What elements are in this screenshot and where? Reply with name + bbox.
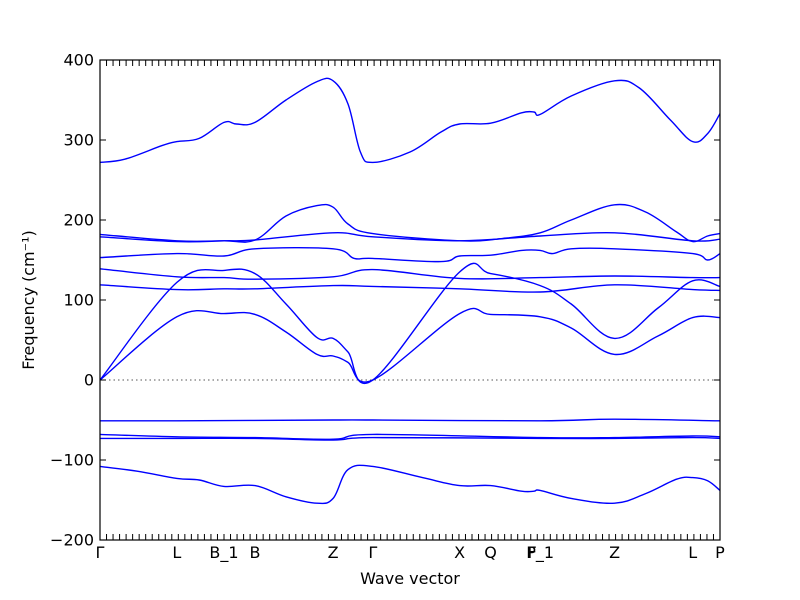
x-tick-label: F (528, 543, 537, 562)
y-tick-label: −100 (50, 451, 94, 470)
y-tick-label: 200 (63, 211, 94, 230)
x-tick-label: Q (484, 543, 497, 562)
band-line-7 (99, 262, 721, 384)
x-tick-label: Z (609, 543, 620, 562)
band-line-4 (99, 246, 721, 263)
band-line-5 (99, 268, 721, 280)
band-line-8 (99, 307, 721, 383)
y-tick-label: −200 (50, 531, 94, 550)
x-tick-label: P_1 (526, 543, 554, 563)
y-tick-label: 0 (84, 371, 94, 390)
x-tick-label: L (172, 543, 181, 562)
y-axis-label: Frequency (cm⁻¹) (19, 230, 38, 369)
y-tick-label: 300 (63, 131, 94, 150)
x-tick-label: P (715, 543, 725, 562)
band-line-6 (99, 284, 721, 293)
band-line-1 (99, 77, 721, 164)
band-line-9 (99, 418, 721, 422)
band-line-12 (99, 464, 721, 505)
band-line-11 (100, 436, 721, 441)
band-line-3 (99, 231, 721, 243)
x-axis-label: Wave vector (360, 569, 460, 588)
y-tick-label: 100 (63, 291, 94, 310)
x-tick-label: L (688, 543, 697, 562)
x-tick-label: Z (328, 543, 339, 562)
x-tick-label: Γ (96, 543, 105, 562)
plot-frame (99, 59, 721, 541)
y-tick-label: 400 (63, 51, 94, 70)
band-line-2 (99, 203, 721, 243)
x-tick-label: B (250, 543, 261, 562)
band-line-10 (99, 433, 721, 441)
x-tick-label: B_1 (209, 543, 238, 563)
x-tick-label: Γ (368, 543, 377, 562)
x-tick-label: X (454, 543, 465, 562)
